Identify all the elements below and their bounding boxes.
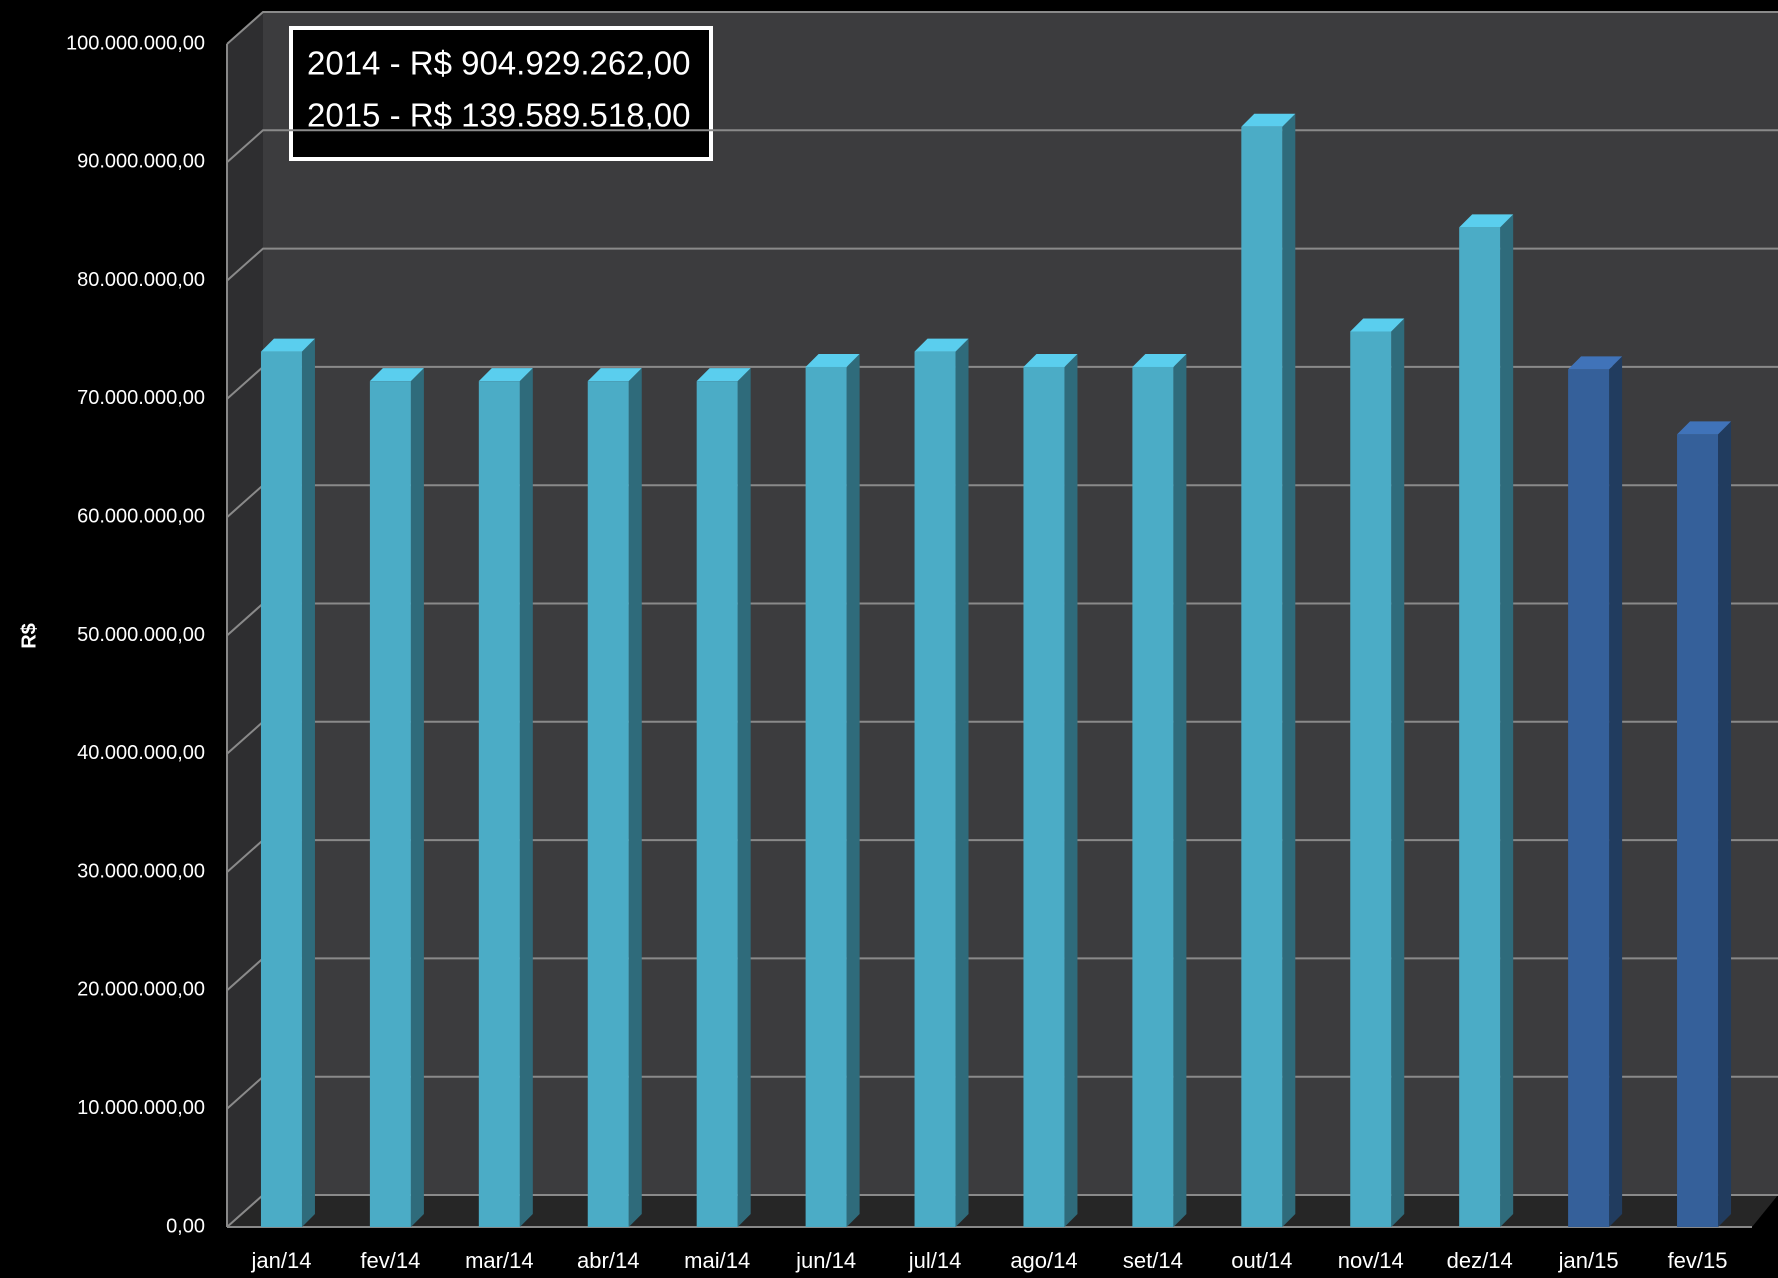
y-tick-label: 90.000.000,00: [77, 151, 205, 173]
bar: [805, 366, 847, 1228]
bar-top: [478, 368, 533, 382]
y-tick-label: 100.000.000,00: [66, 32, 205, 54]
bar: [1677, 434, 1719, 1227]
bar-top: [1023, 353, 1078, 367]
bar: [696, 381, 738, 1227]
bar-top: [914, 338, 969, 352]
x-tick-label: mai/14: [684, 1248, 750, 1273]
bar: [587, 381, 629, 1227]
y-axis-label: R$: [18, 623, 40, 649]
bar-side: [519, 368, 533, 1227]
bar: [478, 381, 520, 1227]
bar: [914, 351, 956, 1228]
bar-top: [1241, 113, 1296, 127]
y-tick-label: 10.000.000,00: [77, 1097, 205, 1119]
bar-top: [1677, 421, 1732, 435]
bar-side: [1500, 214, 1514, 1228]
bar: [1023, 366, 1065, 1228]
x-tick-label: fev/14: [360, 1248, 420, 1273]
y-tick-label: 20.000.000,00: [77, 979, 205, 1001]
y-tick-label: 70.000.000,00: [77, 387, 205, 409]
annotation-box: [289, 26, 713, 161]
bar-side: [301, 338, 315, 1228]
y-tick-label: 50.000.000,00: [77, 624, 205, 646]
y-tick-label: 40.000.000,00: [77, 742, 205, 764]
bar: [1241, 126, 1283, 1227]
bar-top: [696, 368, 751, 382]
bar: [1459, 227, 1501, 1228]
y-tick-label: 30.000.000,00: [77, 860, 205, 882]
bar-side: [846, 353, 860, 1228]
x-tick-label: jan/15: [1558, 1248, 1619, 1273]
bar-top: [1459, 214, 1514, 228]
x-tick-label: jun/14: [795, 1248, 856, 1273]
bar-side: [628, 368, 642, 1227]
bar-side: [1282, 113, 1296, 1227]
bar-side: [737, 368, 751, 1227]
bar-top: [1568, 356, 1623, 370]
annotation: 2015 - R$ 139.589.518,00: [307, 97, 690, 134]
y-tick-label: 80.000.000,00: [77, 269, 205, 291]
bar-top: [369, 368, 424, 382]
x-tick-label: abr/14: [577, 1248, 639, 1273]
bar: [260, 351, 302, 1228]
annotation: 2014 - R$ 904.929.262,00: [307, 45, 690, 82]
bar-side: [1391, 318, 1405, 1227]
grid-line: [226, 11, 1778, 45]
x-tick-label: mar/14: [465, 1248, 533, 1273]
bar-top: [1350, 318, 1405, 332]
x-tick-label: nov/14: [1338, 1248, 1404, 1273]
bar-side: [955, 338, 969, 1228]
x-tick-label: set/14: [1123, 1248, 1183, 1273]
bar-top: [805, 353, 860, 367]
bar-side: [1173, 353, 1187, 1228]
bar-top: [1132, 353, 1187, 367]
bar-side: [1718, 421, 1732, 1227]
bar: [1132, 366, 1174, 1228]
bar: [1568, 369, 1610, 1227]
x-tick-label: ago/14: [1010, 1248, 1077, 1273]
bar: [369, 381, 411, 1227]
bar-top: [260, 338, 315, 352]
x-tick-label: dez/14: [1447, 1248, 1513, 1273]
x-tick-label: jan/14: [250, 1248, 311, 1273]
x-tick-label: jul/14: [908, 1248, 962, 1273]
bar-side: [1609, 356, 1623, 1227]
y-tick-label: 60.000.000,00: [77, 505, 205, 527]
floor: [227, 1195, 1778, 1227]
x-tick-label: fev/15: [1668, 1248, 1728, 1273]
bar-side: [410, 368, 424, 1227]
bar-top: [587, 368, 642, 382]
x-tick-label: out/14: [1231, 1248, 1292, 1273]
bar-side: [1064, 353, 1078, 1228]
bar: [1350, 331, 1392, 1227]
y-tick-label: 0,00: [166, 1215, 205, 1237]
